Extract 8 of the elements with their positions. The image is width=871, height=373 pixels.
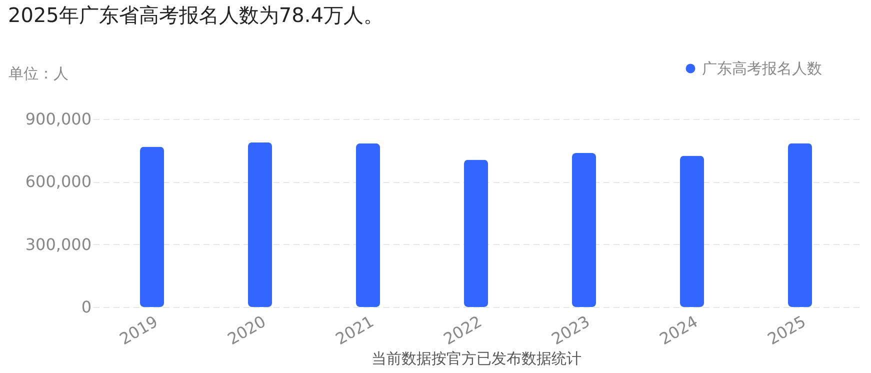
y-tick-label: 300,000: [25, 234, 92, 254]
y-axis-title: 单位：人: [8, 64, 68, 82]
x-axis-title: 当前数据按官方已发布数据统计: [372, 350, 582, 368]
y-tick-label: 600,000: [25, 172, 92, 192]
y-tick-label: 900,000: [25, 110, 92, 128]
y-tick-label: 0: [81, 298, 92, 316]
legend-label: 广东高考报名人数: [702, 60, 822, 78]
chart-title: 2025年广东省高考报名人数为78.4万人。: [8, 3, 384, 27]
